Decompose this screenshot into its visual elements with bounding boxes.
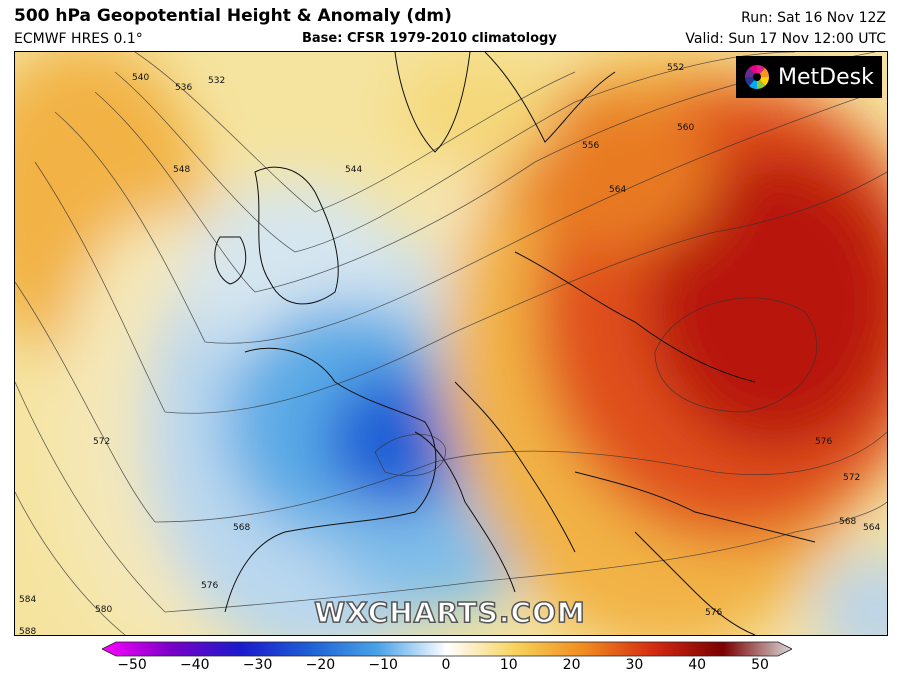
metdesk-logo: MetDesk	[736, 56, 882, 98]
contour-label: 588	[19, 627, 36, 635]
contour-label: 568	[233, 523, 250, 533]
model-label: ECMWF HRES 0.1°	[14, 31, 143, 47]
contour-label: 564	[863, 523, 880, 533]
map-canvas: 540 536 532 548 544 552 556 560 564 572 …	[15, 52, 887, 635]
colorbar-tick-label: 10	[499, 657, 518, 673]
coastlines	[214, 52, 816, 635]
colorbar-tick-label: 30	[625, 657, 644, 673]
colorbar-tick-label: 40	[688, 657, 707, 673]
colorbar-tick-label: 20	[562, 657, 581, 673]
contour-label: 536	[175, 83, 192, 93]
contour-label: 540	[132, 73, 149, 83]
colorbar-tick-label: −20	[305, 657, 336, 673]
contour-label: 572	[843, 473, 860, 483]
colorbar-tick-label: −50	[117, 657, 147, 673]
contour-label: 576	[705, 608, 722, 618]
contour-label: 580	[95, 605, 112, 615]
contour-label: 568	[839, 517, 856, 527]
contour-label: 584	[19, 595, 36, 605]
colorbar-tick-label: −10	[368, 657, 398, 673]
height-contours	[15, 52, 887, 635]
contour-label: 532	[208, 76, 225, 86]
colorbar-tick-label: 0	[441, 657, 451, 673]
climatology-base-label: Base: CFSR 1979-2010 climatology	[302, 31, 557, 46]
colorbar-tick-label: 50	[751, 657, 769, 673]
colorbar-ticks: −50 −40 −30 −20 −10 0 10 20 30 40 50	[102, 657, 792, 681]
contour-label: 544	[345, 165, 362, 175]
colorbar-tick-label: −30	[242, 657, 273, 673]
contour-label: 564	[609, 185, 626, 195]
metdesk-logo-icon	[744, 64, 770, 90]
valid-time-label: Valid: Sun 17 Nov 12:00 UTC	[685, 31, 886, 47]
contour-label: 548	[173, 165, 190, 175]
run-time-label: Run: Sat 16 Nov 12Z	[741, 10, 886, 26]
map-title: 500 hPa Geopotential Height & Anomaly (d…	[14, 6, 452, 26]
contour-label: 576	[201, 581, 218, 591]
contour-label: 556	[582, 141, 599, 151]
anomaly-field	[15, 52, 887, 635]
wxcharts-watermark: WXCHARTS.COM	[313, 595, 586, 630]
colorbar: −50 −40 −30 −20 −10 0 10 20 30 40 50	[101, 640, 793, 688]
contour-labels: 540 536 532 548 544 552 556 560 564 572 …	[19, 63, 880, 635]
contour-label: 552	[667, 63, 684, 73]
contour-label: 560	[677, 123, 694, 133]
colorbar-tick-label: −40	[180, 657, 210, 673]
anomaly-map: 540 536 532 548 544 552 556 560 564 572 …	[14, 51, 888, 636]
metdesk-logo-text: MetDesk	[778, 64, 874, 90]
contour-label: 576	[815, 437, 832, 447]
colorbar-gradient	[101, 641, 793, 657]
contour-label: 572	[93, 437, 110, 447]
